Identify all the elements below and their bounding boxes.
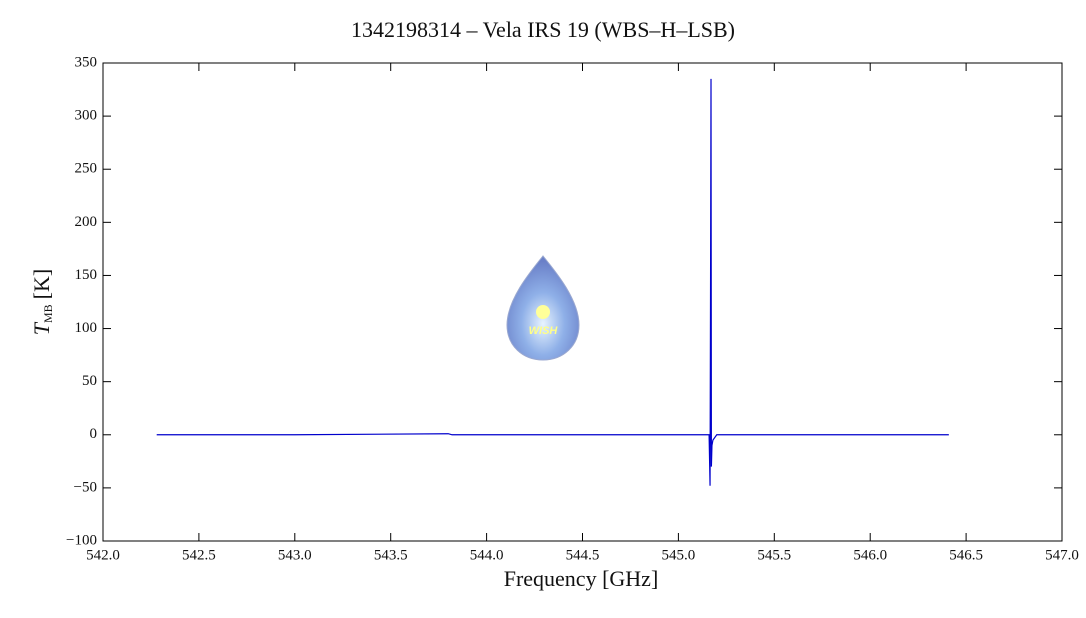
x-tick-label: 543.0 — [278, 547, 312, 563]
logo-star — [536, 305, 550, 319]
x-axis-label: Frequency [GHz] — [504, 566, 659, 591]
y-label-symbol: T — [29, 321, 54, 335]
y-tick-label: 50 — [82, 373, 97, 389]
y-tick-label: −50 — [74, 479, 97, 495]
y-tick-label: 300 — [75, 108, 98, 124]
y-axis-label: TMB [K] — [29, 269, 55, 335]
y-tick-label: 250 — [75, 161, 98, 177]
plot-frame — [102, 62, 1063, 542]
y-tick-label: 350 — [75, 54, 98, 70]
chart-title: 1342198314 – Vela IRS 19 (WBS–H–LSB) — [351, 17, 735, 42]
x-tick-label: 544.0 — [470, 547, 504, 563]
y-label-unit: [K] — [29, 269, 54, 300]
y-tick-label: −100 — [66, 532, 97, 548]
y-tick-label: 100 — [75, 320, 98, 336]
x-tick-label: 545.0 — [662, 547, 696, 563]
x-tick-label: 542.0 — [86, 547, 120, 563]
x-tick-label: 547.0 — [1045, 547, 1079, 563]
y-tick-label: 200 — [75, 214, 98, 230]
x-tick-label: 546.0 — [853, 547, 887, 563]
spectrum-line — [156, 78, 949, 486]
logo-text: WISH — [529, 325, 559, 337]
x-tick-label: 545.5 — [757, 547, 791, 563]
x-tick-label: 546.5 — [949, 547, 983, 563]
x-tick-label: 543.5 — [374, 547, 408, 563]
x-tick-label: 544.5 — [566, 547, 600, 563]
y-tick-label: 150 — [75, 267, 98, 283]
x-tick-label: 542.5 — [182, 547, 216, 563]
y-label-subscript: MB — [41, 304, 55, 323]
wish-logo: WISH — [506, 255, 580, 361]
y-tick-label: 0 — [90, 426, 98, 442]
